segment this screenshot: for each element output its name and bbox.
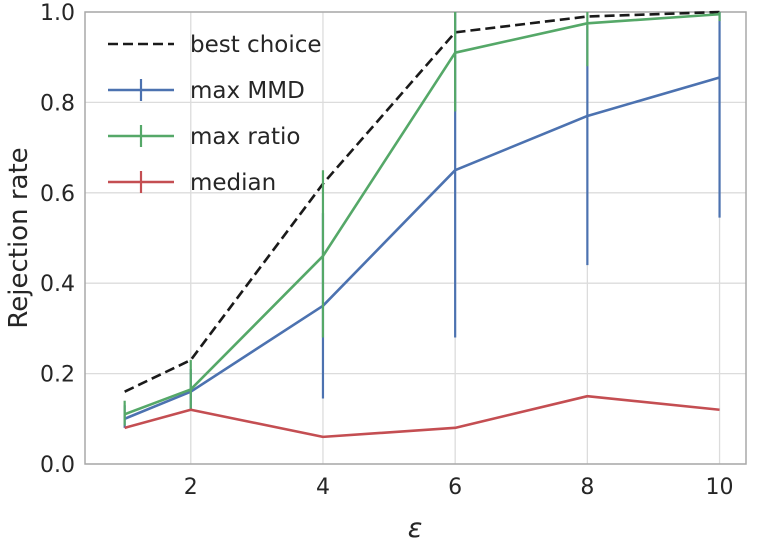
series-line-best-choice bbox=[124, 10, 720, 393]
y-tick-label: 0.4 bbox=[40, 272, 75, 297]
x-tick-label: 6 bbox=[448, 475, 462, 500]
legend-label-max-ratio: max ratio bbox=[190, 124, 300, 150]
series-line-median bbox=[124, 394, 720, 439]
x-tick-label: 8 bbox=[580, 475, 594, 500]
series-line-max-mmd bbox=[124, 76, 720, 421]
y-tick-label: 0.8 bbox=[40, 91, 75, 116]
legend-label-max-mmd: max MMD bbox=[190, 78, 305, 104]
y-tick-label: 1.0 bbox=[40, 1, 75, 26]
y-tick-label: 0.0 bbox=[40, 453, 75, 478]
series-line-max-ratio bbox=[124, 12, 720, 416]
legend-label-best-choice: best choice bbox=[190, 32, 322, 58]
legend-label-median: median bbox=[190, 170, 276, 196]
x-axis-label: ε bbox=[408, 513, 423, 544]
x-tick-label: 4 bbox=[316, 475, 330, 500]
y-tick-label: 0.2 bbox=[40, 363, 75, 388]
y-tick-label: 0.6 bbox=[40, 182, 75, 207]
x-tick-label: 2 bbox=[184, 475, 198, 500]
y-axis-label: Rejection rate bbox=[4, 147, 34, 328]
axes-border bbox=[84, 11, 747, 465]
x-tick-label: 10 bbox=[706, 475, 734, 500]
